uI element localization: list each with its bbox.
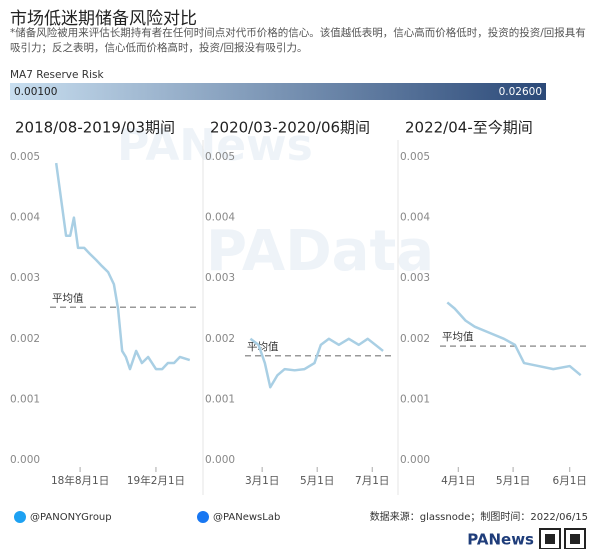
y-tick-label: 0.001 bbox=[400, 393, 430, 405]
y-tick-label: 0.003 bbox=[10, 272, 40, 284]
x-tick-label: 3月1日 bbox=[245, 475, 279, 487]
y-tick-label: 0.004 bbox=[10, 212, 40, 224]
facebook-handle: @PANewsLab bbox=[213, 512, 280, 523]
panel-title: 2018/08-2019/03期间 bbox=[15, 119, 175, 137]
subtitle: *储备风险被用来评估长期持有者在任何时间点对代币价格的信心。该值越低表明，信心高… bbox=[10, 27, 586, 54]
y-tick-label: 0.003 bbox=[205, 272, 235, 284]
y-tick-label: 0.003 bbox=[400, 272, 430, 284]
twitter-icon bbox=[14, 511, 26, 523]
y-tick-label: 0.000 bbox=[205, 454, 235, 466]
legend-label: 0.02600 bbox=[499, 86, 542, 98]
y-tick-label: 0.001 bbox=[205, 393, 235, 405]
y-tick-label: 0.005 bbox=[10, 151, 40, 163]
x-tick-label: 4月1日 bbox=[441, 475, 475, 487]
watermark: PAData bbox=[206, 219, 434, 284]
y-tick-label: 0.004 bbox=[205, 212, 235, 224]
source: 数据来源：glassnode；制图时间：2022/06/15 bbox=[370, 510, 588, 523]
x-tick-label: 5月1日 bbox=[496, 475, 530, 487]
y-tick-label: 0.000 bbox=[400, 454, 430, 466]
qr-code bbox=[539, 528, 586, 549]
y-tick-label: 0.004 bbox=[400, 212, 430, 224]
panel-title: 2020/03-2020/06期间 bbox=[210, 119, 370, 137]
mean-label: 平均值 bbox=[247, 340, 279, 353]
mean-label: 平均值 bbox=[442, 330, 474, 343]
series-line bbox=[446, 301, 582, 377]
y-tick-label: 0.005 bbox=[400, 151, 430, 163]
series-line bbox=[54, 162, 191, 371]
y-tick-label: 0.005 bbox=[205, 151, 235, 163]
legend-title: MA7 Reserve Risk bbox=[10, 69, 104, 81]
logo: PANews bbox=[467, 531, 534, 549]
watermark: PANews bbox=[117, 120, 313, 171]
y-tick-label: 0.001 bbox=[10, 393, 40, 405]
y-tick-label: 0.002 bbox=[400, 333, 430, 345]
x-tick-label: 7月1日 bbox=[355, 475, 389, 487]
y-tick-label: 0.000 bbox=[10, 454, 40, 466]
legend-label: 0.00100 bbox=[14, 86, 57, 98]
x-tick-label: 6月1日 bbox=[553, 475, 587, 487]
twitter-handle: @PANONYGroup bbox=[30, 512, 112, 523]
x-tick-label: 19年2月1日 bbox=[127, 474, 185, 487]
color-bar bbox=[10, 83, 546, 100]
panel-title: 2022/04-至今期间 bbox=[405, 119, 533, 137]
mean-label: 平均值 bbox=[52, 291, 84, 304]
series-line bbox=[249, 337, 384, 389]
title: 市场低迷期储备风险对比 bbox=[10, 9, 197, 29]
y-tick-label: 0.002 bbox=[205, 333, 235, 345]
x-tick-label: 5月1日 bbox=[300, 475, 334, 487]
x-tick-label: 18年8月1日 bbox=[51, 474, 109, 487]
facebook-icon bbox=[197, 511, 209, 523]
y-tick-label: 0.002 bbox=[10, 333, 40, 345]
